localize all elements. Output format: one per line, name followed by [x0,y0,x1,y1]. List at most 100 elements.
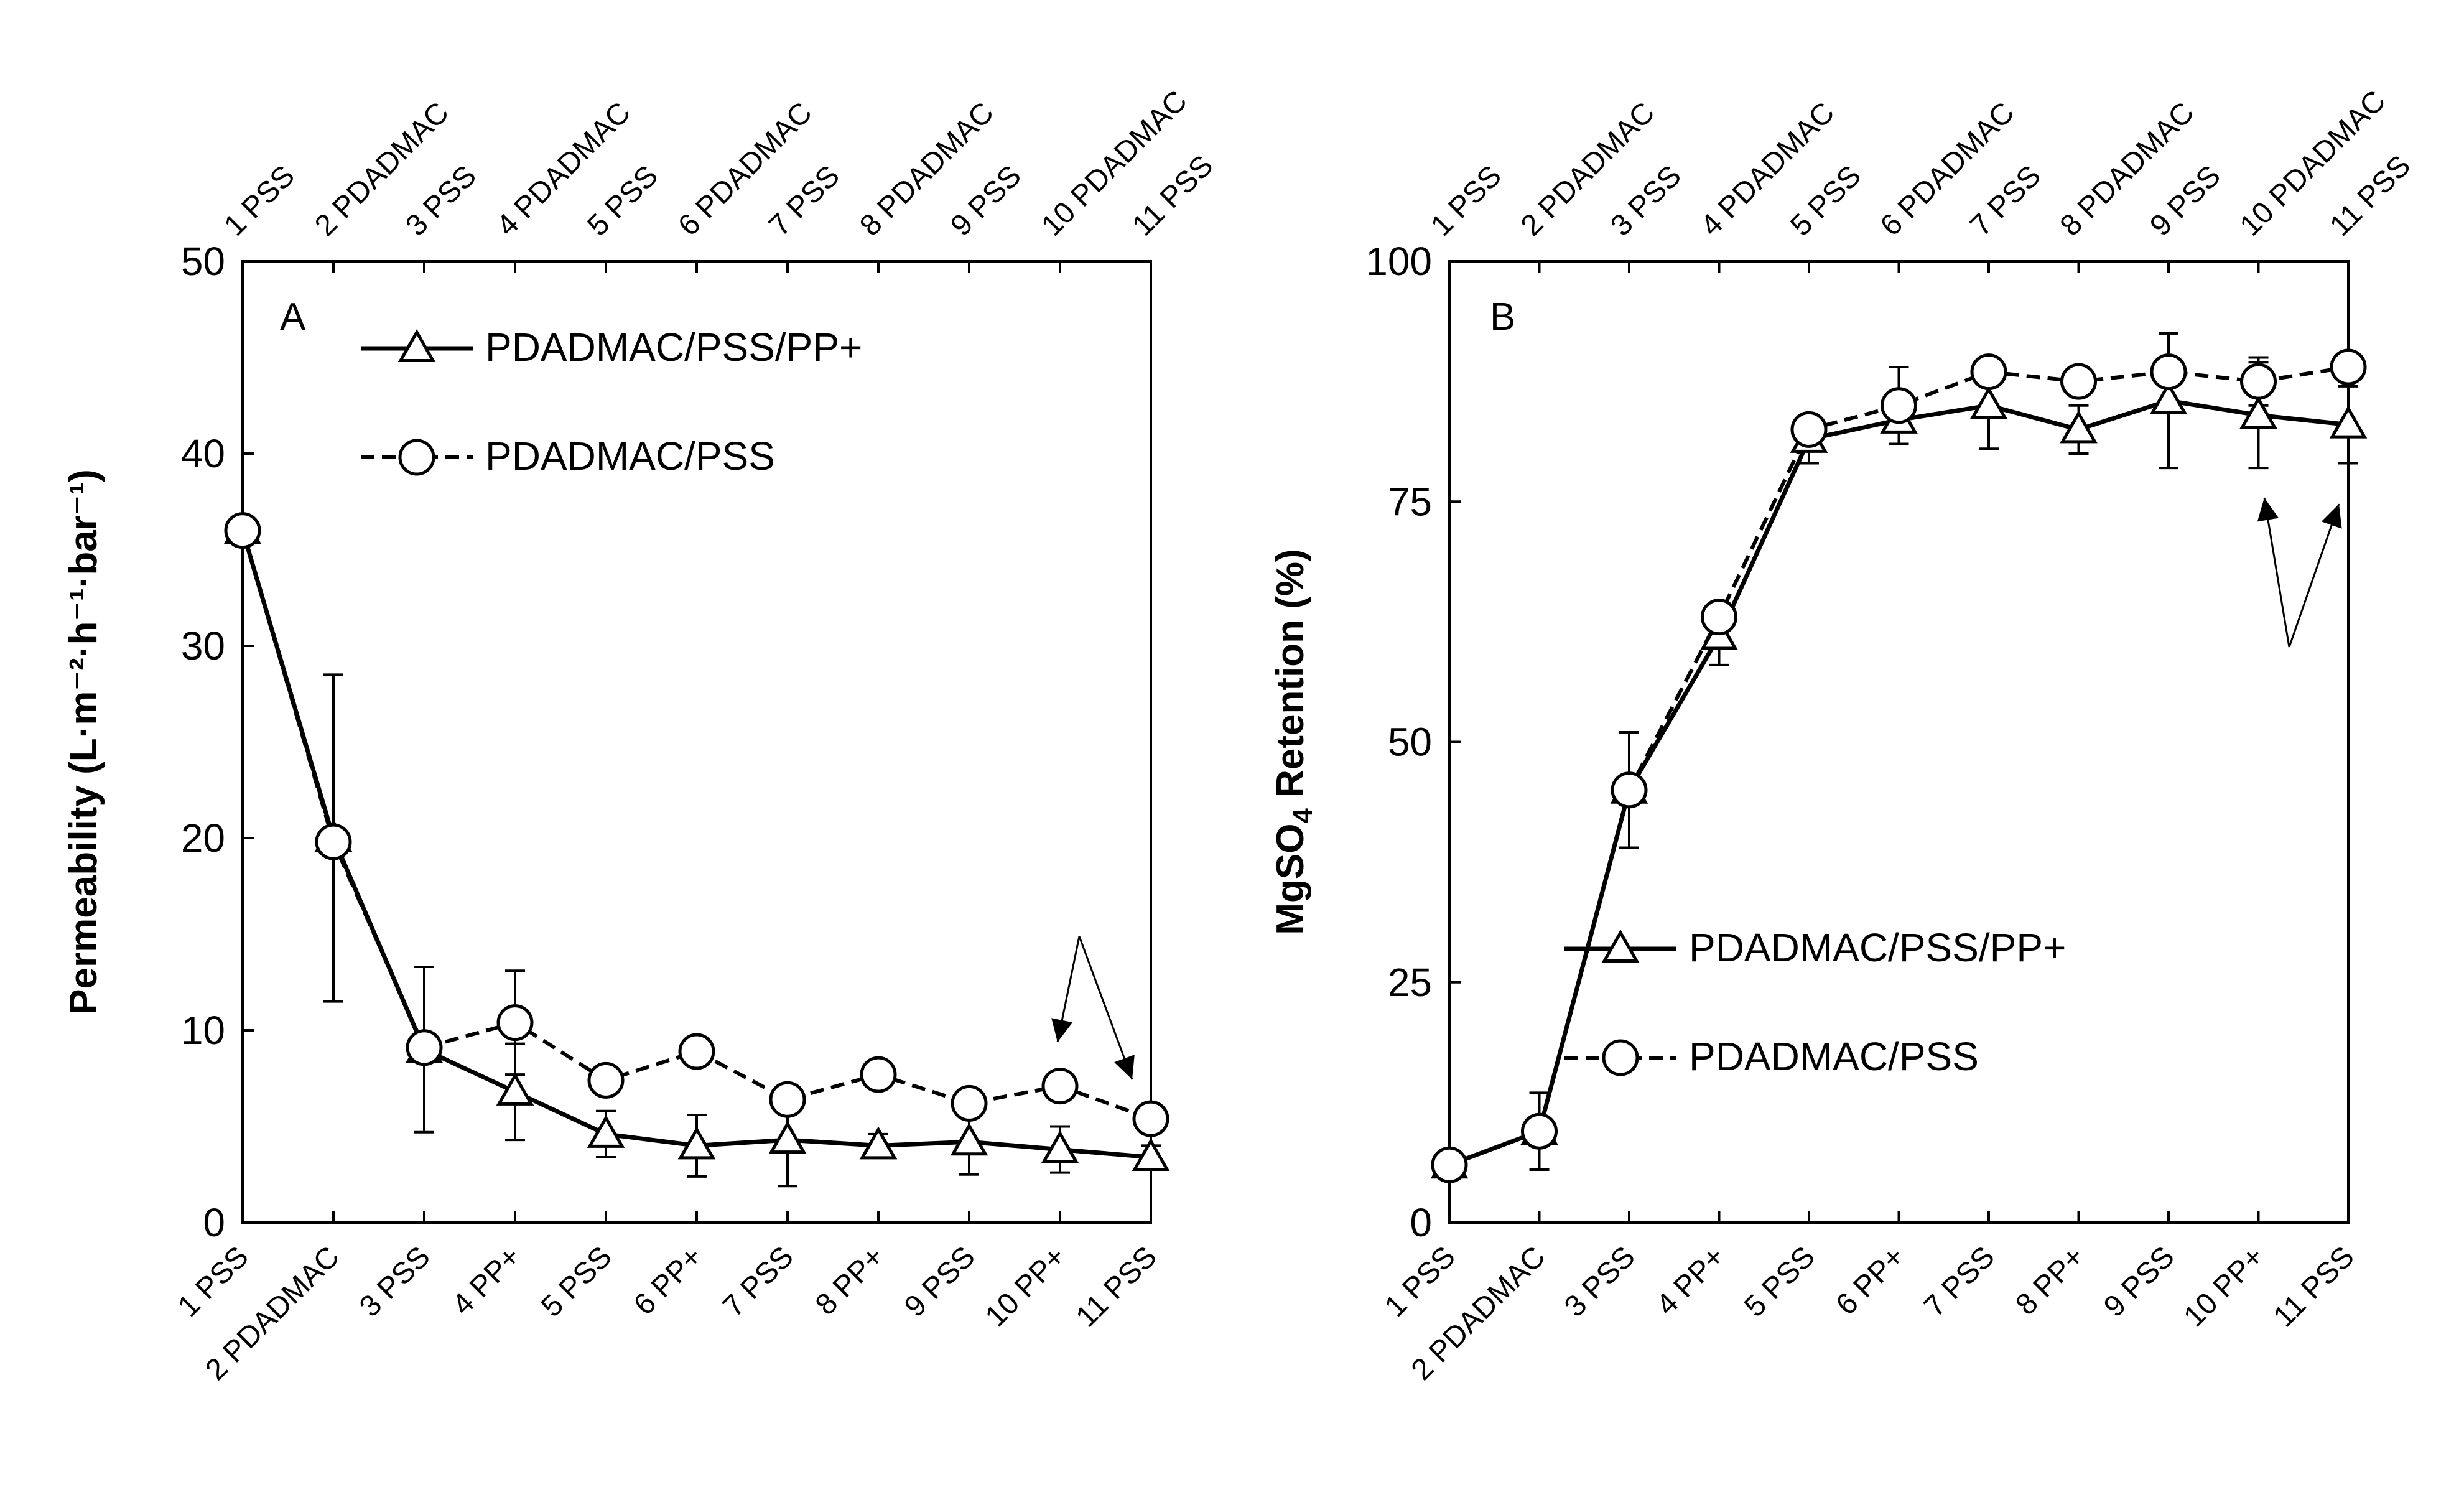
y-tick-label: 50 [1388,720,1432,765]
circle-marker [1701,599,1737,636]
x-tick-label: 7 PSS [717,1240,800,1323]
y-tick-label: 40 [181,431,225,476]
legend-label: PDADMAC/PSS [1689,1034,1979,1079]
y-tick-label: 0 [1410,1200,1432,1245]
top-tick-label: 11 PSS [1126,149,1219,243]
panel-letter: B [1490,296,1515,338]
legend-triangle-marker [397,329,436,362]
plot-frame [241,260,1152,1224]
circle-marker [2330,348,2367,386]
circle-marker [678,1033,715,1070]
y-tick-label: 0 [203,1200,225,1245]
top-tick-label: 7 PSS [1964,159,2047,243]
top-tick-label: 9 PSS [2144,159,2227,243]
circle-marker [2240,363,2277,400]
top-tick-label: 1 PSS [1425,159,1508,243]
y-tick-label: 10 [181,1008,225,1053]
top-tick-label: 3 PSS [1604,159,1688,243]
x-tick-label: 11 PSS [1070,1240,1163,1333]
x-tick-label: 11 PSS [2267,1240,2361,1333]
circle-marker [1970,353,2007,391]
y-tick-label: 25 [1388,960,1432,1005]
circle-marker [951,1084,988,1122]
triangle-marker [1969,386,2008,419]
x-tick-label: 10 PP+ [2178,1240,2271,1333]
top-tick-label: 7 PSS [763,159,846,243]
triangle-marker [859,1126,898,1160]
triangle-marker [2239,396,2277,429]
top-tick-label: 9 PSS [944,159,1028,243]
triangle-marker [1132,1137,1170,1171]
y-tick-label: 100 [1365,239,1432,284]
circle-marker [860,1056,897,1093]
circle-marker [2060,363,2097,400]
top-tick-label: 5 PSS [1784,159,1867,243]
annotation-arrow-line [2288,503,2340,648]
x-tick-label: 5 PSS [535,1240,618,1323]
y-axis-title: Permeability (L·m⁻²·h⁻¹·bar⁻¹) [62,469,105,1015]
y-axis-title: MgSO4 Retention (%) [1269,549,1318,935]
triangle-marker [2329,405,2368,439]
circle-marker [1431,1146,1468,1183]
circle-marker [1881,387,1917,424]
x-tick-label: 3 PSS [1558,1240,1642,1323]
annotation-arrow-head [1114,1055,1135,1079]
x-tick-label: 5 PSS [1738,1240,1821,1323]
panel-letter: A [280,296,306,338]
legend-triangle-marker [1601,929,1640,963]
triangle-marker [587,1114,625,1148]
annotation-arrow-line [1078,936,1133,1080]
triangle-marker [2060,410,2098,444]
circle-marker [1790,411,1828,448]
legend-label: PDADMAC/PSS/PP+ [485,325,862,370]
circle-marker [1041,1068,1079,1105]
x-tick-label: 8 PP+ [2009,1240,2091,1322]
top-tick-label: 1 PSS [218,159,301,243]
x-tick-label: 4 PP+ [1650,1240,1731,1322]
y-tick-label: 20 [181,816,225,860]
annotation-arrow-line [2263,497,2290,648]
legend-label: PDADMAC/PSS/PP+ [1689,925,2066,970]
circle-marker [769,1081,806,1118]
circle-marker [2150,353,2187,391]
y-tick-label: 30 [181,623,225,668]
annotation-arrow-head [2257,498,2279,522]
circle-marker [315,823,352,860]
legend-circle-marker [398,439,435,476]
top-tick-label: 3 PSS [399,159,483,243]
legend-circle-marker [1602,1039,1639,1076]
triangle-marker [950,1122,988,1156]
x-tick-label: 3 PSS [353,1240,437,1323]
circle-marker [496,1004,534,1042]
circle-marker [1611,771,1648,809]
circle-marker [1521,1112,1558,1150]
x-tick-label: 10 PP+ [979,1240,1072,1333]
x-tick-label: 6 PP+ [1829,1240,1911,1322]
triangle-marker [1041,1130,1079,1163]
x-tick-label: 9 PSS [898,1240,982,1323]
top-tick-label: 11 PSS [2323,149,2417,243]
circle-marker [406,1029,443,1066]
series-line [241,529,1152,1121]
x-tick-label: 8 PP+ [809,1240,891,1322]
x-tick-label: 7 PSS [1918,1240,2001,1323]
legend-label: PDADMAC/PSS [485,434,775,478]
triangle-marker [768,1121,807,1154]
series-line [1448,365,2349,1167]
circle-marker [1132,1100,1169,1137]
triangle-marker [677,1126,716,1160]
x-tick-label: 1 PSS [172,1240,255,1323]
x-tick-label: 4 PP+ [446,1240,528,1322]
x-tick-label: 1 PSS [1378,1240,1462,1323]
annotation-arrow-head [2321,504,2342,529]
triangle-marker [496,1072,534,1106]
y-tick-label: 50 [181,239,225,284]
annotation-arrow-head [1051,1018,1073,1042]
x-tick-label: 6 PP+ [628,1240,709,1322]
circle-marker [224,512,261,549]
triangle-marker [2149,381,2188,415]
top-tick-label: 5 PSS [581,159,664,243]
